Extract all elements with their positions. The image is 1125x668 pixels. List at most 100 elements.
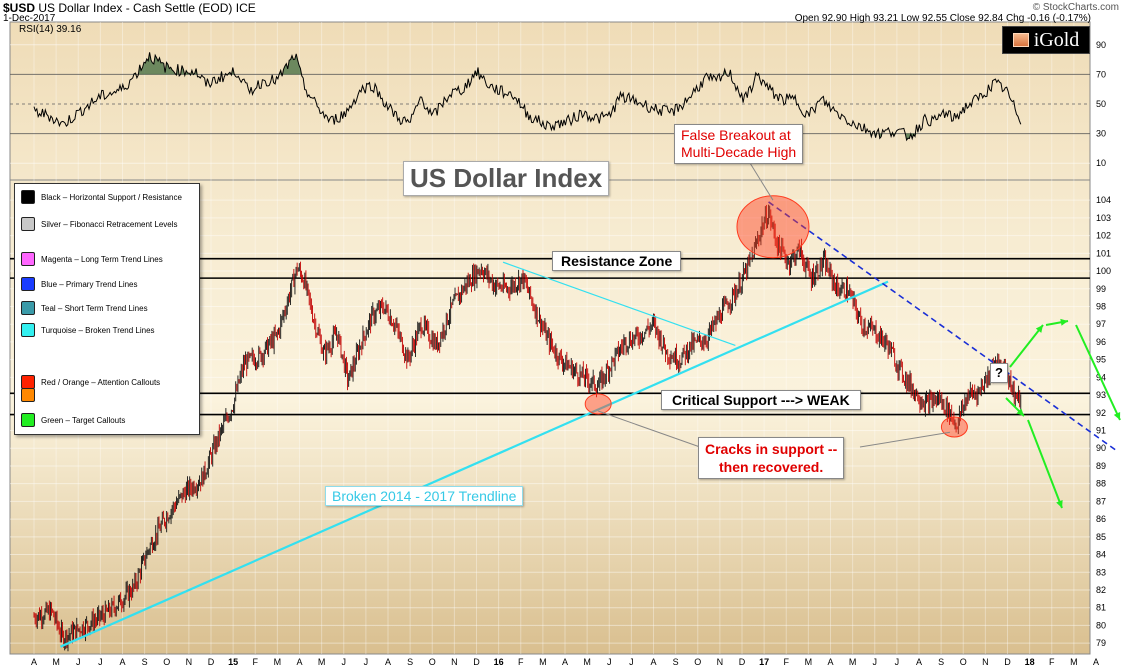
y-tick-label: 93 bbox=[1096, 390, 1106, 400]
y-tick-label: 82 bbox=[1096, 585, 1106, 595]
price-bars bbox=[33, 204, 1022, 652]
x-tick-label: S bbox=[142, 657, 148, 667]
x-tick-label: S bbox=[938, 657, 944, 667]
legend-label: Blue – Primary Trend Lines bbox=[41, 279, 138, 289]
legend-label: Green – Target Callouts bbox=[41, 415, 126, 425]
x-tick-label: O bbox=[694, 657, 701, 667]
x-tick-label: A bbox=[827, 657, 833, 667]
x-tick-label: 16 bbox=[494, 657, 504, 667]
x-tick-label: D bbox=[208, 657, 215, 667]
y-tick-label: 79 bbox=[1096, 638, 1106, 648]
x-tick-label: A bbox=[31, 657, 37, 667]
false-breakout-line2: Multi-Decade High bbox=[681, 144, 797, 160]
x-tick-label: A bbox=[916, 657, 922, 667]
x-tick-label: 17 bbox=[759, 657, 769, 667]
x-tick-label: J bbox=[895, 657, 900, 667]
legend-label: Magenta – Long Term Trend Lines bbox=[41, 254, 163, 264]
y-tick-label: 99 bbox=[1096, 284, 1106, 294]
x-tick-label: 15 bbox=[228, 657, 238, 667]
y-tick-label: 97 bbox=[1096, 319, 1106, 329]
legend-swatch bbox=[21, 190, 35, 204]
false-breakout-line1: False Breakout at bbox=[681, 127, 791, 143]
x-tick-label: F bbox=[518, 657, 524, 667]
legend-swatch bbox=[21, 323, 35, 337]
callout-pointer-2 bbox=[859, 431, 951, 448]
legend-item: Black – Horizontal Support / Resistance bbox=[21, 190, 182, 204]
x-tick-label: N bbox=[186, 657, 193, 667]
chart-symbol-header: $USD US Dollar Index - Cash Settle (EOD)… bbox=[3, 1, 256, 15]
cracks-line1: Cracks in support -- bbox=[705, 441, 838, 457]
rsi-tick-label: 90 bbox=[1096, 40, 1106, 50]
question-mark-box: ? bbox=[990, 363, 1008, 383]
broken-trendline-label: Broken 2014 - 2017 Trendline bbox=[325, 486, 524, 506]
legend-label: Silver – Fibonacci Retracement Levels bbox=[41, 219, 178, 229]
legend-swatch bbox=[21, 413, 35, 427]
x-tick-label: F bbox=[1049, 657, 1055, 667]
x-tick-label: M bbox=[539, 657, 547, 667]
x-tick-label: N bbox=[982, 657, 989, 667]
x-tick-label: S bbox=[673, 657, 679, 667]
legend-item: Turquoise – Broken Trend Lines bbox=[21, 323, 155, 337]
rsi-tick-label: 70 bbox=[1096, 69, 1106, 79]
legend-label: Teal – Short Term Trend Lines bbox=[41, 303, 148, 313]
y-tick-label: 95 bbox=[1096, 355, 1106, 365]
false-breakout-callout: False Breakout at Multi-Decade High bbox=[674, 124, 804, 164]
legend-item: Blue – Primary Trend Lines bbox=[21, 277, 138, 291]
x-tick-label: O bbox=[429, 657, 436, 667]
y-tick-label: 102 bbox=[1096, 231, 1111, 241]
x-tick-label: N bbox=[717, 657, 724, 667]
y-tick-label: 85 bbox=[1096, 532, 1106, 542]
legend-item: Silver – Fibonacci Retracement Levels bbox=[21, 217, 178, 231]
legend-swatch bbox=[21, 217, 35, 231]
x-tick-label: A bbox=[296, 657, 302, 667]
symbol: $USD bbox=[3, 1, 36, 15]
x-tick-label: J bbox=[76, 657, 81, 667]
y-tick-label: 91 bbox=[1096, 426, 1106, 436]
x-tick-label: M bbox=[1070, 657, 1078, 667]
support-crack-highlight-2 bbox=[940, 416, 968, 438]
y-tick-label: 89 bbox=[1096, 461, 1106, 471]
legend-swatch bbox=[21, 388, 35, 402]
target-arrow-down-right bbox=[1075, 324, 1121, 421]
ohlc-readout: Open 92.90 High 93.21 Low 92.55 Close 92… bbox=[794, 13, 1091, 24]
y-tick-label: 86 bbox=[1096, 514, 1106, 524]
legend-label: Red / Orange – Attention Callouts bbox=[41, 377, 161, 387]
x-tick-label: D bbox=[473, 657, 480, 667]
x-tick-label: S bbox=[407, 657, 413, 667]
y-tick-label: 84 bbox=[1096, 550, 1106, 560]
resistance-zone-label: Resistance Zone bbox=[552, 251, 682, 271]
legend-item: Green – Target Callouts bbox=[21, 413, 125, 427]
cracks-line2: then recovered. bbox=[718, 459, 824, 475]
legend-swatch bbox=[21, 252, 35, 266]
y-tick-label: 100 bbox=[1096, 266, 1111, 276]
x-tick-label: J bbox=[364, 657, 369, 667]
y-tick-label: 88 bbox=[1096, 479, 1106, 489]
rsi-tick-label: 10 bbox=[1096, 158, 1106, 168]
y-tick-label: 92 bbox=[1096, 408, 1106, 418]
x-tick-label: J bbox=[98, 657, 103, 667]
primary-downtrend-line bbox=[768, 201, 1119, 453]
chart-date: 1-Dec-2017 bbox=[3, 13, 56, 24]
target-arrow-up bbox=[1009, 324, 1044, 368]
x-tick-label: D bbox=[739, 657, 746, 667]
legend-item-orange bbox=[21, 388, 41, 402]
y-tick-label: 101 bbox=[1096, 248, 1111, 258]
rsi-tick-label: 50 bbox=[1096, 99, 1106, 109]
logo-text: iGold bbox=[1033, 28, 1080, 51]
legend-swatch bbox=[21, 301, 35, 315]
x-tick-label: M bbox=[805, 657, 813, 667]
x-tick-label: J bbox=[607, 657, 612, 667]
legend-label: Black – Horizontal Support / Resistance bbox=[41, 192, 182, 202]
x-tick-label: A bbox=[650, 657, 656, 667]
x-tick-label: A bbox=[119, 657, 125, 667]
callout-pointer-3 bbox=[749, 162, 774, 201]
legend-item: Magenta – Long Term Trend Lines bbox=[21, 252, 163, 266]
rsi-label: RSI(14) 39.16 bbox=[19, 24, 82, 35]
x-tick-label: M bbox=[849, 657, 857, 667]
legend-swatch bbox=[21, 277, 35, 291]
x-tick-label: M bbox=[52, 657, 60, 667]
legend-label: Turquoise – Broken Trend Lines bbox=[41, 325, 155, 335]
legend-item: Teal – Short Term Trend Lines bbox=[21, 301, 148, 315]
exchange: ICE bbox=[235, 1, 256, 15]
critical-support-label: Critical Support ---> WEAK bbox=[661, 390, 861, 410]
